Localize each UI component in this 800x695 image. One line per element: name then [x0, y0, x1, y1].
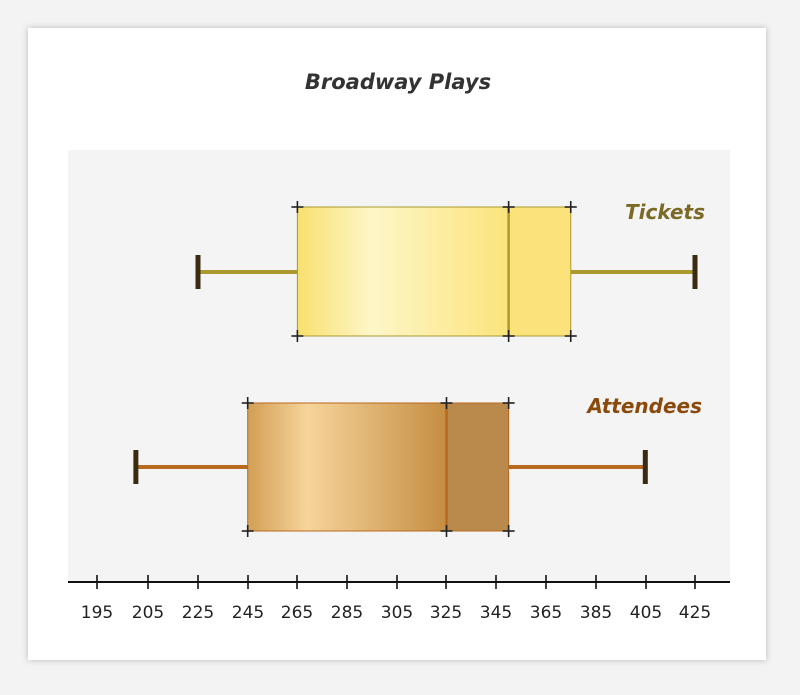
x-tick-label: 305	[381, 603, 413, 623]
x-tick-label: 195	[81, 603, 113, 623]
x-tick-label: 205	[132, 603, 164, 623]
box-upper-half	[446, 402, 510, 532]
whisker-cap-min	[195, 255, 201, 289]
chart-title: Broadway Plays	[304, 70, 492, 94]
whisker-cap-min	[133, 450, 139, 484]
whisker-cap-max	[642, 450, 648, 484]
box-lower-half	[296, 206, 510, 337]
x-tick-label: 345	[480, 603, 512, 623]
x-tick-label: 425	[679, 603, 711, 623]
series-label: Tickets	[625, 200, 705, 224]
x-tick-label: 285	[331, 603, 363, 623]
series-label: Attendees	[585, 394, 702, 418]
x-tick-label: 325	[430, 603, 462, 623]
x-tick-label: 245	[232, 603, 264, 623]
x-tick-label: 265	[281, 603, 313, 623]
x-tick-label: 405	[630, 603, 662, 623]
whisker-cap-max	[692, 255, 698, 289]
x-tick-label: 385	[580, 603, 612, 623]
x-tick-label: 365	[530, 603, 562, 623]
box-lower-half	[247, 402, 447, 532]
box-upper-half	[508, 206, 572, 337]
x-tick-label: 225	[182, 603, 214, 623]
plot-layer: 195 205 225 245 265 285 305 325 345 365 385 405 425 T…	[68, 200, 730, 623]
